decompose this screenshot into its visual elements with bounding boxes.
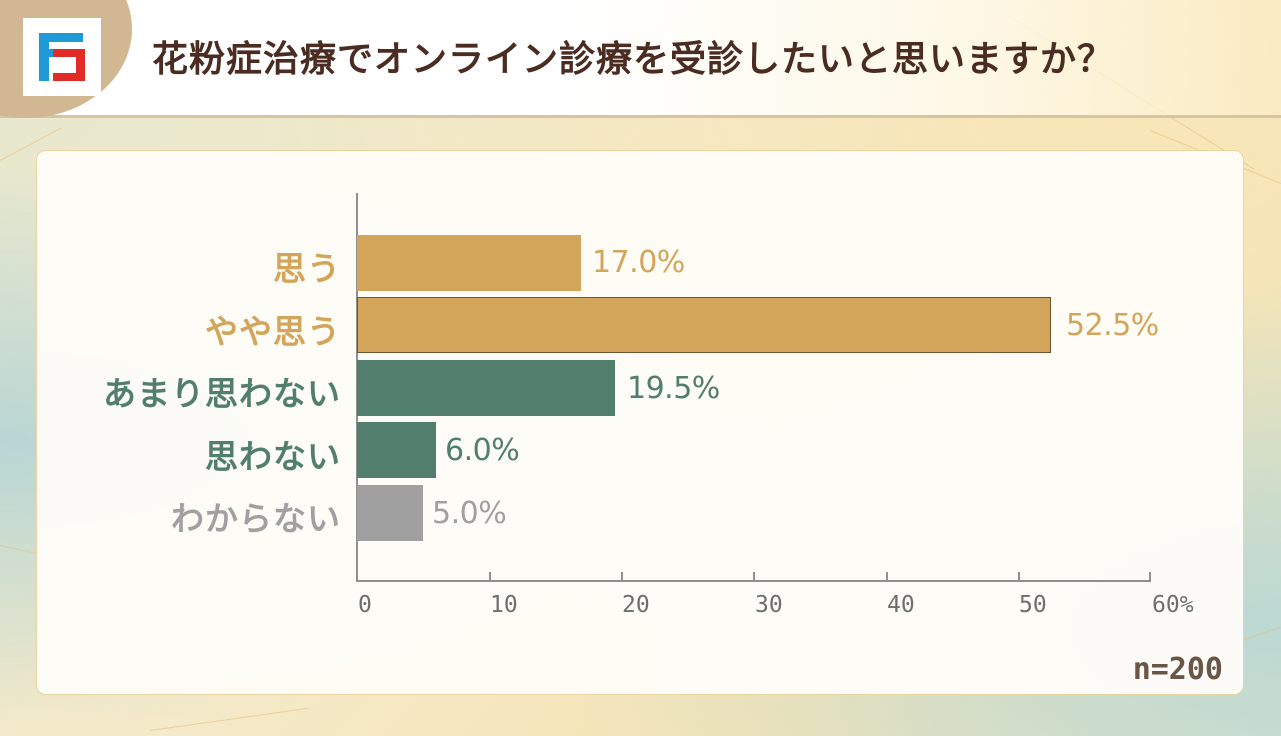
F-logo-icon [39, 33, 85, 81]
category-label: あまり思わない [103, 374, 341, 413]
logo [23, 18, 101, 96]
chart-panel [36, 150, 1244, 695]
x-tick-label: 0 [358, 592, 372, 618]
x-tick-label: 50 [1019, 592, 1047, 618]
bar-wakaranai [357, 485, 423, 541]
value-label: 5.0% [432, 496, 507, 531]
bar-omou [357, 235, 581, 291]
x-tick-label: 10 [490, 592, 518, 618]
x-tick-label: 40 [887, 592, 915, 618]
x-tick [753, 572, 755, 581]
page-title: 花粉症治療でオンライン診療を受診したいと思いますか？ [152, 39, 1115, 80]
x-tick [1149, 572, 1151, 581]
x-axis-line [356, 580, 1151, 582]
category-label: 思う [273, 249, 341, 288]
x-tick [886, 572, 888, 581]
category-label: 思わない [205, 437, 341, 476]
x-tick-label: 20 [622, 592, 650, 618]
x-tick-label: 30 [755, 592, 783, 618]
bar-yaya-omou [357, 297, 1051, 353]
category-label: やや思う [205, 312, 341, 351]
value-label: 52.5% [1066, 308, 1159, 343]
value-label: 17.0% [592, 245, 685, 280]
category-label: わからない [171, 499, 341, 538]
header-banner: 花粉症治療でオンライン診療を受診したいと思いますか？ [0, 0, 1281, 118]
bar-omowanai [357, 422, 436, 478]
x-tick [621, 572, 623, 581]
value-label: 19.5% [627, 371, 720, 406]
x-tick [1018, 572, 1020, 581]
x-tick-label: 60% [1152, 592, 1194, 618]
value-label: 6.0% [445, 433, 520, 468]
sample-size-label: n=200 [1132, 652, 1223, 687]
bar-amari-omowanai [357, 360, 615, 416]
x-tick [489, 572, 491, 581]
